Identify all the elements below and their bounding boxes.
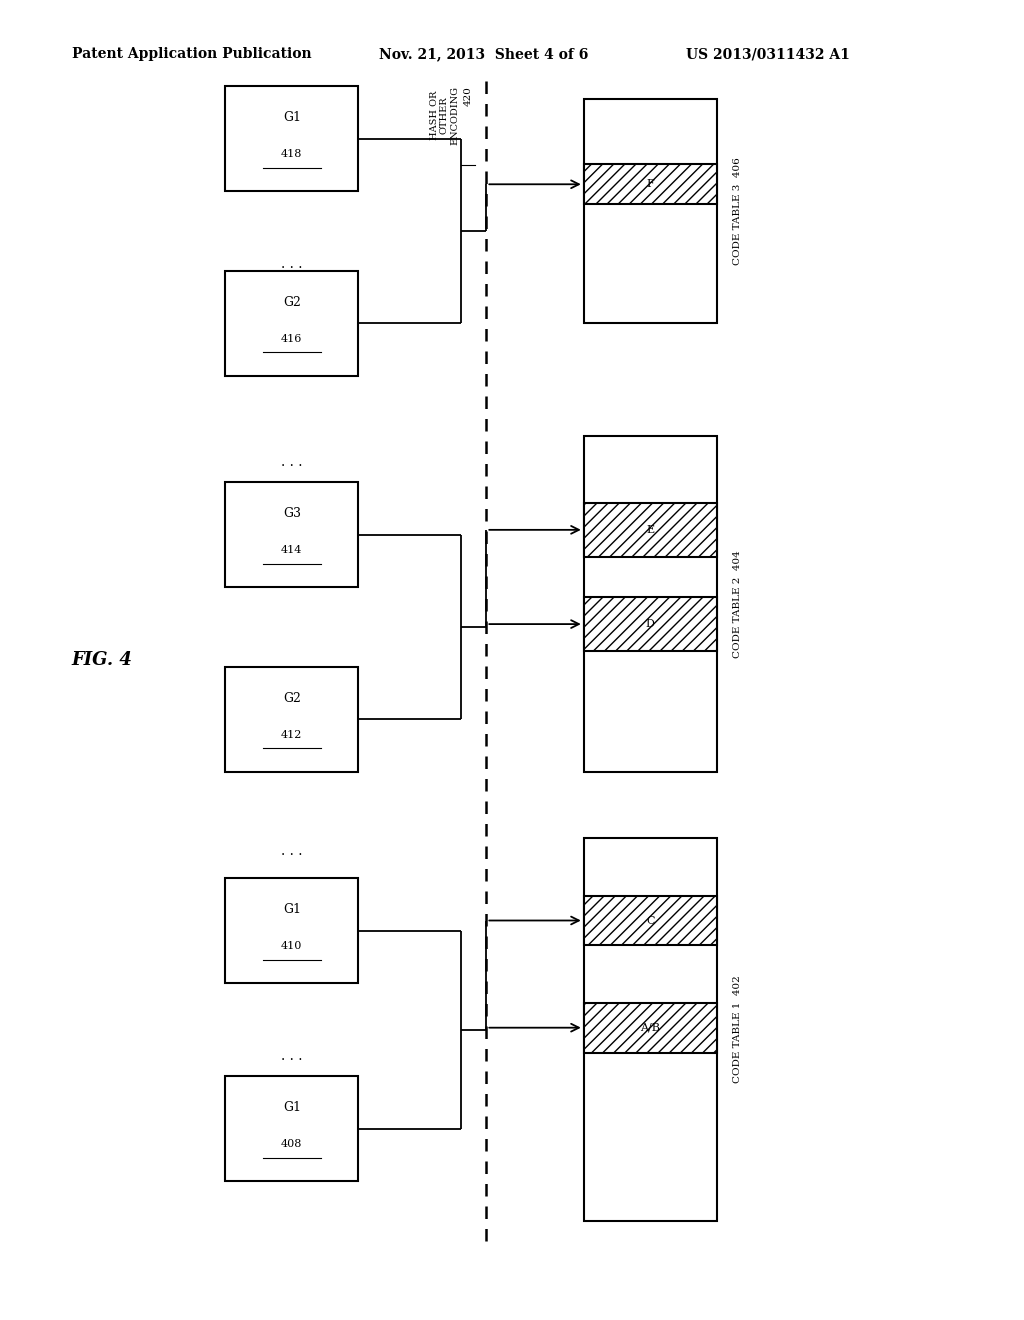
Bar [225, 482, 358, 587]
Bar [225, 1076, 358, 1181]
Text: D: D [646, 619, 654, 630]
Text: 414: 414 [282, 545, 302, 556]
Text: G1: G1 [283, 903, 301, 916]
Text: 410: 410 [282, 941, 302, 952]
Text: E: E [646, 525, 654, 535]
Text: F: F [646, 180, 654, 189]
Bar [225, 878, 358, 983]
Text: 416: 416 [282, 334, 302, 345]
Bar [584, 895, 717, 945]
Text: HASH OR
OTHER
ENCODING: HASH OR OTHER ENCODING [429, 86, 460, 145]
Text: G2: G2 [283, 692, 301, 705]
Bar [584, 436, 717, 772]
Bar [584, 1003, 717, 1052]
Text: . . .: . . . [282, 845, 302, 858]
Bar [584, 164, 717, 205]
Bar [584, 838, 717, 1221]
Bar [225, 86, 358, 191]
Text: . . .: . . . [282, 1049, 302, 1063]
Text: Nov. 21, 2013  Sheet 4 of 6: Nov. 21, 2013 Sheet 4 of 6 [379, 48, 588, 61]
Text: G2: G2 [283, 296, 301, 309]
Bar [225, 667, 358, 772]
Text: G3: G3 [283, 507, 301, 520]
Text: 412: 412 [282, 730, 302, 741]
Text: 408: 408 [282, 1139, 302, 1150]
Text: 418: 418 [282, 149, 302, 160]
Text: C: C [646, 916, 654, 925]
Text: US 2013/0311432 A1: US 2013/0311432 A1 [686, 48, 850, 61]
Text: G1: G1 [283, 1101, 301, 1114]
Text: . . .: . . . [282, 455, 302, 469]
Text: CODE TABLE 3  406: CODE TABLE 3 406 [733, 157, 741, 265]
Bar [584, 597, 717, 651]
Text: . . .: . . . [282, 257, 302, 271]
Bar [225, 271, 358, 376]
Text: Patent Application Publication: Patent Application Publication [72, 48, 311, 61]
Text: G1: G1 [283, 111, 301, 124]
Text: A/B: A/B [640, 1023, 660, 1032]
Text: 420: 420 [464, 86, 472, 106]
Text: FIG. 4: FIG. 4 [72, 651, 132, 669]
Text: CODE TABLE 1  402: CODE TABLE 1 402 [733, 975, 741, 1084]
Bar [584, 99, 717, 323]
Text: CODE TABLE 2  404: CODE TABLE 2 404 [733, 550, 741, 657]
Bar [584, 503, 717, 557]
